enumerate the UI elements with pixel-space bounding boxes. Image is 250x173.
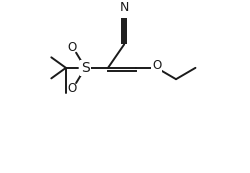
Text: N: N (120, 1, 129, 14)
Text: O: O (68, 41, 77, 54)
Text: O: O (152, 59, 161, 72)
Text: S: S (81, 61, 90, 75)
Text: O: O (68, 82, 77, 95)
